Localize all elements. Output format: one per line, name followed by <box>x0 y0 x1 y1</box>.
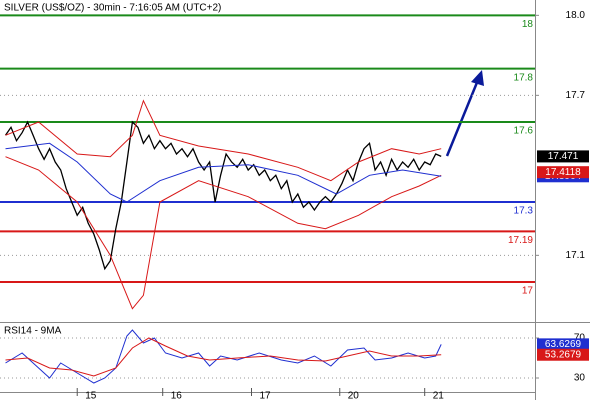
price-tag <box>537 150 589 163</box>
price-tag <box>537 166 589 179</box>
price-tag-label: 17.471 <box>548 151 579 162</box>
level-label: 17.8 <box>514 72 534 83</box>
rsi-title: RSI14 - 9MA <box>4 326 62 337</box>
x-tick-label: 17 <box>260 391 272 400</box>
price-tag <box>537 348 589 361</box>
x-tick-label: 21 <box>433 391 445 400</box>
level-label: 17 <box>522 286 534 297</box>
x-tick-label: 20 <box>348 391 360 400</box>
y-tick-label: 17.7 <box>566 90 586 101</box>
x-tick-label: 16 <box>171 391 183 400</box>
series-line <box>5 99 442 182</box>
level-label: 17.6 <box>514 126 534 137</box>
level-label: 17.3 <box>514 206 534 217</box>
y-tick-label: 18.0 <box>566 10 586 21</box>
y-tick-label: 30 <box>574 373 586 384</box>
forecast-arrow <box>445 79 480 157</box>
series-line <box>5 142 442 203</box>
y-tick-label: 70 <box>574 333 586 344</box>
level-label: 17.19 <box>508 235 533 246</box>
series-line <box>5 156 442 310</box>
level-label: 18 <box>522 19 534 30</box>
x-tick-label: 15 <box>85 391 97 400</box>
y-tick-label: 17.1 <box>566 250 586 261</box>
series-line <box>4 120 442 271</box>
forecast-arrowhead <box>471 70 484 86</box>
price-tag-label: 53.2679 <box>545 349 582 360</box>
price-tag-label: 17.4118 <box>545 167 581 178</box>
series-line <box>5 337 442 377</box>
price-tag-label: 63.6269 <box>545 339 582 350</box>
price-tag <box>537 338 589 351</box>
chart-title: SILVER (US$/OZ) - 30min - 7:16:05 AM (UT… <box>4 3 221 14</box>
